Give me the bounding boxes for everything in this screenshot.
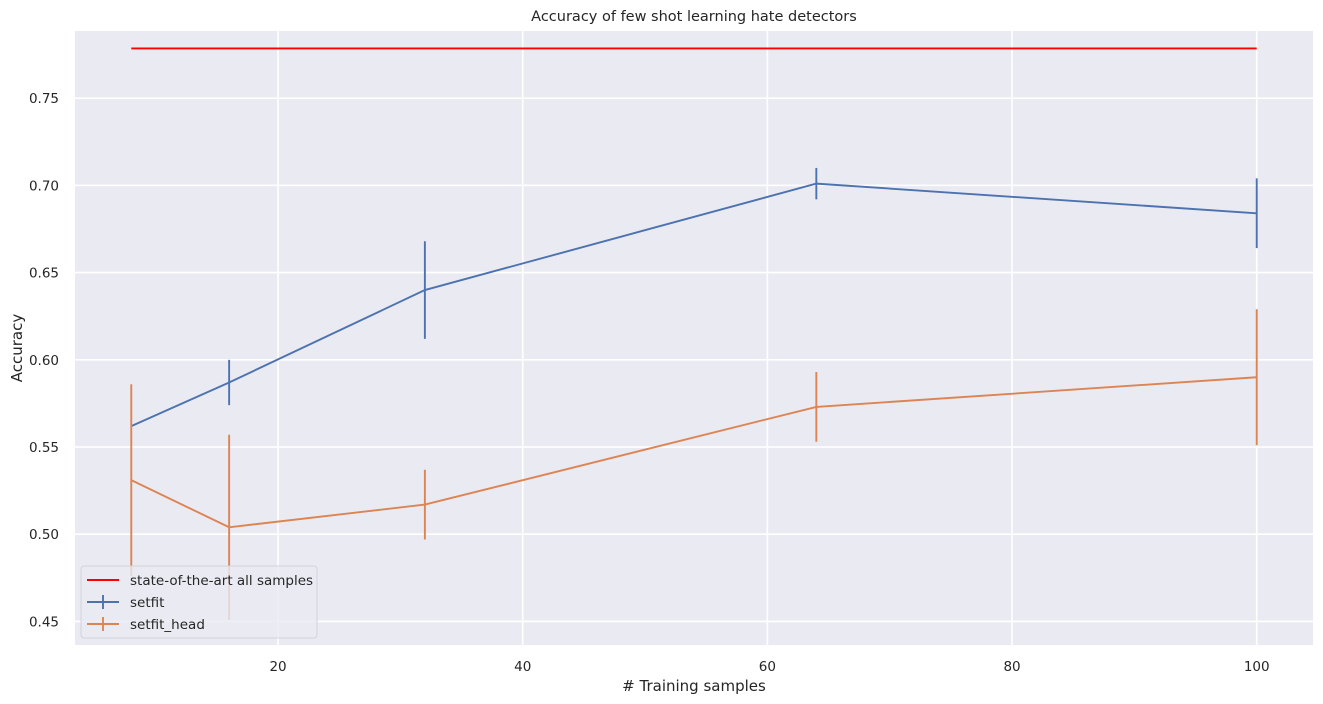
- x-tick-label: 60: [759, 659, 776, 675]
- x-axis-label: # Training samples: [622, 677, 766, 695]
- plot-area: [75, 31, 1313, 645]
- y-tick-label: 0.60: [29, 353, 59, 369]
- y-tick-label: 0.70: [29, 178, 59, 194]
- x-tick-label: 20: [269, 659, 286, 675]
- legend-item: setfit: [87, 595, 164, 611]
- x-tick-label: 80: [1003, 659, 1020, 675]
- y-tick-label: 0.45: [29, 614, 59, 630]
- x-tick-label: 100: [1244, 659, 1270, 675]
- legend-label: state-of-the-art all samples: [130, 573, 313, 589]
- x-tick-label: 40: [514, 659, 531, 675]
- legend-item: state-of-the-art all samples: [87, 573, 313, 589]
- legend-item: setfit_head: [87, 617, 205, 633]
- y-axis-label: Accuracy: [8, 314, 26, 383]
- legend-label: setfit_head: [130, 617, 205, 633]
- y-tick-label: 0.55: [29, 440, 59, 456]
- chart-title: Accuracy of few shot learning hate detec…: [531, 9, 857, 25]
- y-tick-label: 0.75: [29, 91, 59, 107]
- series-setfit: [130, 167, 1258, 427]
- y-tick-label: 0.65: [29, 266, 59, 282]
- tick-labels: 20 40 60 80 100 0.45 0.50 0.55 0.60 0.65 0.70 0.75: [29, 91, 1270, 675]
- legend-label: setfit: [130, 595, 164, 611]
- legend: state-of-the-art all samples setfit setfit…: [80, 565, 318, 639]
- series-layer: [130, 47, 1258, 620]
- legend-box: [80, 565, 318, 639]
- y-tick-label: 0.50: [29, 527, 59, 543]
